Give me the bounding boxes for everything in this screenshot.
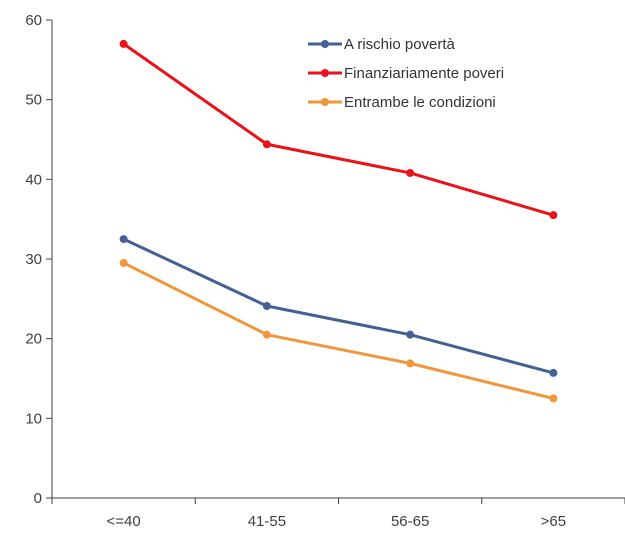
y-axis-ticks: 0 10 20 30 40 50 60 <box>25 12 52 507</box>
series-line <box>122 261 555 400</box>
data-point <box>406 359 415 368</box>
y-tick-label: 30 <box>25 251 42 268</box>
series-3 <box>119 258 558 403</box>
series-layer <box>119 39 558 403</box>
data-point <box>119 39 128 48</box>
x-axis-ticks: <=40 41-55 56-65 >65 <box>51 498 625 530</box>
x-tick-label: 56-65 <box>391 513 429 530</box>
axes <box>51 20 625 499</box>
data-point <box>549 394 558 403</box>
data-point <box>262 140 271 149</box>
legend-label: A rischio povertà <box>344 36 456 53</box>
data-point <box>119 235 128 244</box>
legend-swatch-marker <box>321 40 329 48</box>
data-point <box>262 302 271 311</box>
legend: A rischio povertà Finanziariamente poveri… <box>308 36 504 111</box>
data-point <box>549 368 558 377</box>
x-tick-label: <=40 <box>107 513 141 530</box>
data-point <box>119 258 128 267</box>
legend-swatch-marker <box>321 69 329 77</box>
series-2 <box>119 39 558 220</box>
legend-item: A rischio povertà <box>308 36 456 53</box>
legend-item: Entrambe le condizioni <box>308 94 496 111</box>
y-tick-label: 0 <box>34 490 42 507</box>
y-tick-label: 50 <box>25 92 42 109</box>
y-tick-label: 60 <box>25 12 42 29</box>
x-tick-label: 41-55 <box>248 513 286 530</box>
x-tick-label: >65 <box>541 513 566 530</box>
y-tick-label: 10 <box>25 410 42 427</box>
legend-label: Finanziariamente poveri <box>344 65 504 82</box>
y-tick-label: 20 <box>25 331 42 348</box>
legend-item: Finanziariamente poveri <box>308 65 504 82</box>
data-point <box>406 168 415 177</box>
y-tick-label: 40 <box>25 171 42 188</box>
data-point <box>262 330 271 339</box>
legend-label: Entrambe le condizioni <box>344 94 496 111</box>
data-point <box>549 211 558 220</box>
legend-swatch-marker <box>321 98 329 106</box>
series-line <box>122 42 555 217</box>
series-1 <box>119 235 558 377</box>
data-point <box>406 330 415 339</box>
series-line <box>122 237 555 375</box>
